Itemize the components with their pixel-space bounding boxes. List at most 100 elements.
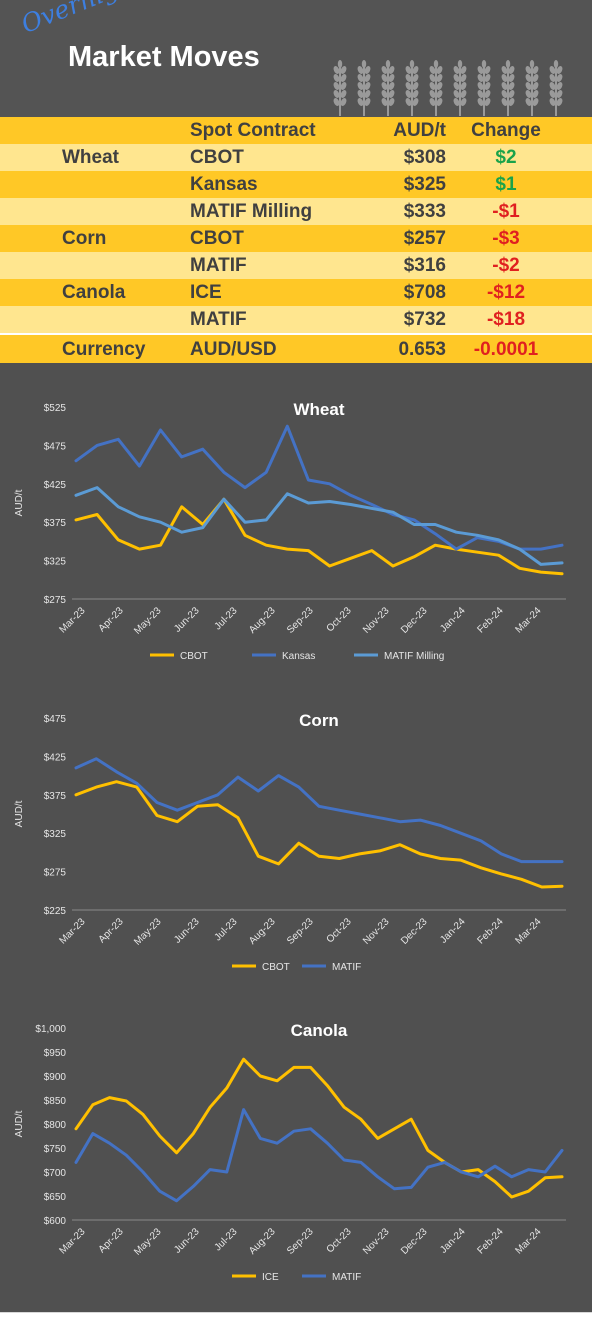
x-tick-label: Apr-23 — [97, 605, 126, 634]
x-tick-label: Oct-23 — [325, 1226, 354, 1255]
x-tick-label: Mar-23 — [57, 605, 87, 635]
x-tick-label: Aug-23 — [247, 916, 278, 947]
x-tick-label: Feb-24 — [475, 1226, 505, 1256]
tbl-contract: AUD/USD — [190, 339, 277, 360]
y-tick-label: $325 — [44, 829, 67, 840]
x-tick-label: Feb-24 — [475, 916, 505, 946]
tbl-change: -$2 — [492, 254, 520, 276]
x-tick-label: Dec-23 — [399, 1226, 430, 1257]
series-line-cbot — [74, 780, 564, 889]
x-tick-label: Sep-23 — [285, 605, 316, 636]
y-axis-label: AUD/t — [14, 800, 25, 827]
header-banner: Overnight Market Moves — [0, 0, 592, 117]
tbl-change: $1 — [495, 173, 517, 195]
spot-price-table: Spot Contract AUD/t Change Wheat CBOT $308… — [0, 117, 592, 365]
x-tick-label: Jul-23 — [213, 916, 240, 943]
x-tick-label: Nov-23 — [361, 916, 392, 947]
legend-label: ICE — [262, 1272, 279, 1283]
y-tick-label: $375 — [44, 791, 67, 802]
tbl-change: -$3 — [492, 227, 520, 249]
x-tick-label: Jun-23 — [172, 916, 202, 946]
y-tick-label: $525 — [44, 403, 67, 414]
series-line-matif — [74, 757, 564, 864]
tbl-change: -$12 — [486, 281, 526, 303]
x-tick-label: Mar-24 — [513, 916, 543, 946]
y-tick-label: $950 — [44, 1048, 67, 1059]
series-line-cbot — [74, 497, 564, 576]
y-tick-label: $475 — [44, 714, 67, 725]
series-line-ice — [74, 1057, 564, 1199]
y-tick-label: $375 — [44, 518, 67, 529]
y-tick-label: $475 — [44, 441, 67, 452]
y-axis-label: AUD/t — [14, 1110, 25, 1137]
x-tick-label: Jan-24 — [438, 605, 468, 635]
tbl-commodity: Corn — [62, 227, 107, 249]
corn-chart: Corn $225 $275 $325 $375 $425 $475 AUD/t Mar-23 A… — [0, 696, 592, 996]
tbl-price: $308 — [403, 146, 446, 168]
y-tick-label: $425 — [44, 752, 67, 763]
tbl-price: $732 — [403, 308, 446, 330]
table-row: Kansas $325 $1 — [0, 171, 592, 198]
tbl-contract: MATIF — [190, 254, 247, 276]
series-line-kansas — [74, 424, 564, 551]
legend-label: CBOT — [262, 962, 290, 973]
x-tick-label: Jul-23 — [213, 1226, 240, 1253]
x-tick-label: Mar-24 — [513, 605, 543, 635]
x-tick-label: Jun-23 — [172, 1226, 202, 1256]
tbl-change: $2 — [495, 146, 517, 168]
tbl-contract: Kansas — [190, 173, 258, 195]
x-tick-label: Aug-23 — [247, 1226, 278, 1257]
x-tick-label: Sep-23 — [285, 916, 316, 947]
y-tick-label: $850 — [44, 1096, 67, 1107]
series-line-matif — [74, 1108, 564, 1203]
x-tick-label: Apr-23 — [97, 1226, 126, 1255]
legend-label: MATIF Milling — [384, 651, 444, 662]
corn-chart-svg: Corn $225 $275 $325 $375 $425 $475 AUD/t Mar-23 A… — [14, 711, 566, 973]
x-tick-label: May-23 — [132, 1226, 164, 1258]
x-tick-label: Jan-24 — [438, 916, 468, 946]
x-tick-label: Dec-23 — [399, 605, 430, 636]
x-tick-label: Jun-23 — [172, 605, 202, 635]
y-axis-label: AUD/t — [14, 489, 25, 516]
tbl-contract: CBOT — [190, 227, 244, 249]
x-tick-label: Sep-23 — [285, 1226, 316, 1257]
tbl-commodity: Wheat — [62, 146, 119, 168]
tbl-price: $316 — [403, 254, 446, 276]
x-tick-label: May-23 — [132, 605, 164, 637]
table-row: MATIF $732 -$18 — [0, 306, 592, 333]
x-tick-label: Jul-23 — [213, 605, 240, 632]
table-row: Wheat CBOT $308 $2 — [0, 144, 592, 171]
chart-title: Wheat — [294, 400, 345, 419]
wheat-chart-svg: Wheat $275 $325 $375 $425 $475 $525 AUD/t Mar-23… — [14, 400, 566, 662]
legend-label: CBOT — [180, 651, 208, 662]
tbl-price: $257 — [403, 227, 446, 249]
canola-chart-svg: Canola $600 $650 $700 $750 $800 $850 $900 $950 $1… — [14, 1021, 566, 1283]
y-tick-label: $650 — [44, 1192, 67, 1203]
tbl-price: 0.653 — [398, 339, 446, 360]
tbl-commodity: Canola — [62, 281, 126, 303]
y-tick-label: $1,000 — [35, 1024, 66, 1035]
overnight-script-label: Overnight — [17, 0, 147, 39]
canola-chart: Canola $600 $650 $700 $750 $800 $850 $900 $950 $1… — [0, 1006, 592, 1306]
y-tick-label: $225 — [44, 906, 67, 917]
tbl-change: -$1 — [492, 200, 520, 222]
x-tick-label: Mar-24 — [513, 1226, 543, 1256]
x-tick-label: Nov-23 — [361, 605, 392, 636]
y-tick-label: $325 — [44, 557, 67, 568]
series-line-matif-milling — [74, 486, 564, 566]
table-header-row: Spot Contract AUD/t Change — [0, 117, 592, 144]
y-tick-label: $600 — [44, 1216, 67, 1227]
page-title: Market Moves — [68, 41, 260, 73]
tbl-contract: MATIF Milling — [190, 200, 313, 222]
x-tick-label: May-23 — [132, 916, 164, 948]
legend-label: MATIF — [332, 1272, 361, 1283]
x-tick-label: Oct-23 — [325, 916, 354, 945]
tbl-change: -$18 — [486, 308, 526, 330]
table-row: Canola ICE $708 -$12 — [0, 279, 592, 306]
chart-title: Corn — [299, 711, 339, 730]
chart-title: Canola — [291, 1021, 348, 1040]
table-row: MATIF Milling $333 -$1 — [0, 198, 592, 225]
x-tick-label: Aug-23 — [247, 605, 278, 636]
tbl-price: $708 — [403, 281, 446, 303]
tbl-contract: CBOT — [190, 146, 244, 168]
